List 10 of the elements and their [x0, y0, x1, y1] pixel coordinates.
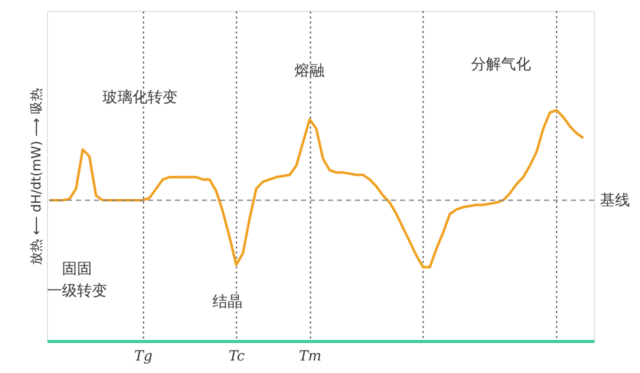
y-axis-title: 放热 ⟵ dH/dt(mW) ⟶ 吸热 — [30, 88, 44, 266]
annotation: 结晶 — [212, 292, 243, 310]
x-tick-label: Tc — [228, 348, 245, 364]
x-tick-label: Tm — [298, 348, 322, 364]
ref-line-label: 基线 — [600, 191, 630, 210]
annotation: 固固一级转变 — [47, 259, 108, 300]
text: 熔融 — [294, 61, 325, 80]
text: 分解气化 — [471, 54, 532, 73]
text: 玻璃化转变 — [102, 88, 178, 106]
x-tick-label: Tg — [134, 348, 152, 364]
